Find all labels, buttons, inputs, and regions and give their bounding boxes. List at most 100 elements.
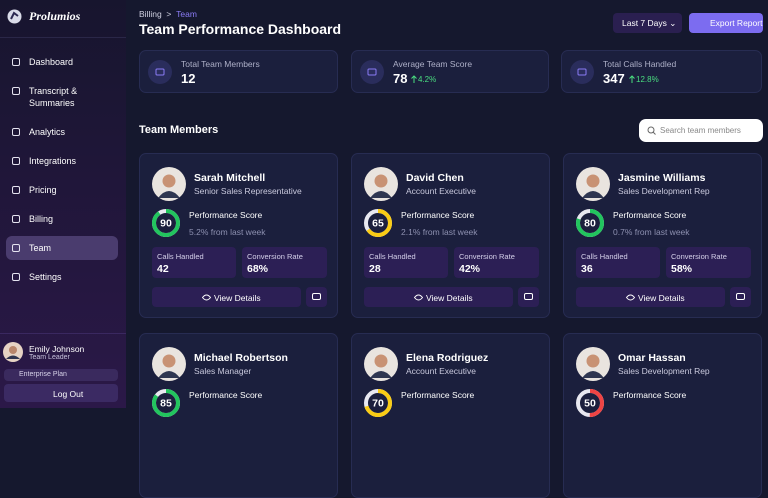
metric-box: Calls Handled 42 (152, 247, 236, 278)
nav-item[interactable]: Transcript & Summaries (29, 86, 78, 108)
member-role: Sales Manager (194, 366, 252, 376)
stat-card: Total Team Members 12 (139, 50, 338, 93)
avatar-body (582, 371, 604, 378)
eye-icon (202, 294, 211, 301)
export-button[interactable]: Export Report (689, 13, 763, 33)
message-button[interactable] (730, 287, 751, 307)
nav-item[interactable]: Billing (29, 214, 54, 224)
stat-icon-glyph (367, 68, 377, 76)
score-value: 70 (372, 397, 384, 409)
member-card: Michael Robertson Sales Manager 85 Performa… (139, 333, 338, 498)
ring-arc (364, 209, 392, 237)
nav-icon-shape (12, 273, 20, 281)
message-button[interactable] (518, 287, 539, 307)
metric-box: Calls Handled 36 (576, 247, 660, 278)
stat-card: Total Calls Handled 347 12.8% (561, 50, 762, 93)
member-name: Sarah Mitchell (194, 172, 266, 184)
crumb[interactable]: Billing (139, 9, 162, 19)
page-title: Team Performance Dashboard (139, 21, 342, 37)
view-details-button[interactable]: View Details (364, 287, 513, 307)
search-icon (647, 126, 656, 135)
member-name: David Chen (406, 172, 464, 184)
eye-shape (202, 294, 211, 301)
logout-button[interactable] (4, 384, 118, 402)
avatar-body (370, 191, 392, 198)
stat-value: 78 (393, 71, 408, 86)
member-avatar (152, 347, 186, 381)
score-label: Performance Score (401, 390, 475, 400)
metric-value: 42% (459, 263, 481, 275)
metric-value: 68% (247, 263, 269, 275)
score-label: Performance Score (401, 210, 475, 220)
avatar-body (158, 191, 180, 198)
view-details-label: View Details (214, 292, 261, 303)
avatar-head (162, 174, 176, 188)
stat-value: 12 (181, 71, 196, 86)
nav-icon-shape (12, 186, 20, 194)
range-dropdown[interactable]: Last 7 Days ⌄ (613, 13, 682, 33)
score-ring: 85 (152, 389, 180, 417)
nav-icon (12, 273, 20, 281)
search-box[interactable]: Search team members (639, 119, 763, 142)
score-value: 65 (372, 217, 384, 229)
nav-icon-shape (12, 157, 20, 165)
member-card: Sarah Mitchell Senior Sales Representativ… (139, 153, 338, 318)
member-card: Jasmine Williams Sales Development Rep 80 P… (563, 153, 762, 318)
score-ring: 90 (152, 209, 180, 237)
member-role: Account Executive (406, 186, 476, 196)
nav-icon-shape (12, 87, 20, 95)
view-details-button[interactable]: View Details (576, 287, 725, 307)
member-role: Senior Sales Representative (194, 186, 302, 196)
nav-icon-shape (12, 215, 20, 223)
message-button[interactable] (306, 287, 327, 307)
message-shape (524, 293, 533, 300)
arrow-shape (629, 75, 635, 83)
plan-badge (4, 369, 118, 381)
export-label: Export Report (710, 18, 763, 28)
brand: Prolumios (29, 9, 81, 23)
metric-value: 36 (581, 263, 593, 275)
stat-change: 12.8% (636, 75, 659, 84)
nav-icon-shape (12, 58, 20, 66)
metric-label: Calls Handled (581, 252, 628, 261)
nav-icon (12, 128, 20, 136)
stat-change-arrow (411, 75, 417, 83)
avatar-head (586, 354, 600, 368)
stat-icon (360, 60, 384, 84)
plan-label: Enterprise Plan (19, 371, 67, 378)
nav-icon-shape (12, 244, 20, 252)
stat-change: 4.2% (418, 75, 437, 84)
nav-item[interactable]: Team (6, 236, 118, 260)
eye-shape (626, 294, 635, 301)
nav-icon-shape (12, 128, 20, 136)
stat-icon-bg (570, 60, 594, 84)
eye-icon (414, 294, 423, 301)
metric-label: Conversion Rate (247, 252, 303, 261)
nav-item[interactable]: Settings (29, 272, 62, 282)
view-details-button[interactable]: View Details (152, 287, 301, 307)
score-label: Performance Score (189, 210, 263, 220)
metric-box: Calls Handled 28 (364, 247, 448, 278)
score-ring: 80 (576, 209, 604, 237)
metric-label: Calls Handled (157, 252, 204, 261)
eye-icon (626, 294, 635, 301)
nav-icon (12, 87, 20, 95)
member-avatar (576, 347, 610, 381)
message-shape (736, 293, 745, 300)
nav-item[interactable]: Analytics (29, 127, 66, 137)
stat-icon-glyph (155, 68, 165, 76)
nav-item[interactable]: Dashboard (29, 57, 74, 67)
nav-item[interactable]: Integrations (29, 156, 77, 166)
range-label: Last 7 Days (622, 18, 667, 28)
nav-icon (12, 215, 20, 223)
member-name: Michael Robertson (194, 352, 288, 364)
message-shape (312, 293, 321, 300)
metric-box: Conversion Rate 68% (242, 247, 327, 278)
member-name: Jasmine Williams (618, 172, 706, 184)
score-ring: 65 (364, 209, 392, 237)
ring-arc (576, 209, 604, 237)
stat-change-arrow (629, 75, 635, 83)
logo (7, 9, 22, 24)
nav-item[interactable]: Pricing (29, 185, 57, 195)
